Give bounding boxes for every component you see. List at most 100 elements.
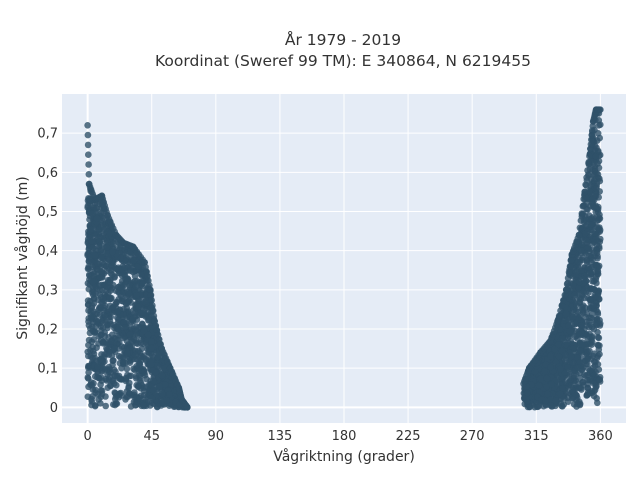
data-point	[579, 341, 587, 349]
data-point	[112, 265, 119, 272]
y-axis-title: Signifikant våghöjd (m)	[14, 176, 31, 339]
data-point	[134, 340, 141, 348]
data-point	[124, 350, 131, 357]
data-point	[130, 257, 137, 264]
data-point	[595, 203, 602, 211]
data-point	[588, 314, 595, 322]
data-point	[572, 320, 579, 328]
x-tick-label: 180	[332, 429, 357, 444]
data-point	[547, 353, 554, 360]
data-point	[96, 274, 104, 282]
data-point	[94, 374, 101, 381]
data-point	[93, 215, 101, 222]
data-point	[93, 205, 100, 212]
data-point	[156, 383, 163, 390]
data-point	[85, 369, 92, 376]
data-point	[114, 308, 121, 315]
x-axis-title: Vågriktning (grader)	[273, 448, 415, 465]
x-tick-label: 315	[524, 429, 549, 444]
data-point	[579, 203, 587, 210]
data-point	[558, 302, 566, 309]
data-point	[547, 363, 554, 371]
data-point	[565, 322, 572, 330]
data-point	[584, 167, 591, 174]
data-point	[141, 371, 149, 379]
data-point	[581, 230, 589, 238]
data-point	[594, 308, 601, 316]
data-point	[523, 398, 531, 405]
data-point	[574, 258, 582, 266]
series-1	[84, 122, 191, 411]
data-point	[106, 317, 114, 325]
data-point	[124, 299, 131, 306]
data-point	[566, 327, 574, 335]
data-point	[87, 325, 94, 332]
data-point	[117, 375, 124, 383]
data-point	[130, 365, 137, 373]
data-point	[115, 295, 122, 303]
data-point	[559, 335, 566, 342]
data-point	[144, 331, 152, 339]
data-point	[118, 284, 126, 292]
data-point	[584, 391, 591, 399]
data-point	[148, 394, 156, 402]
data-point	[585, 159, 592, 167]
data-point	[575, 231, 583, 239]
data-point	[582, 181, 589, 188]
data-point	[570, 282, 577, 289]
data-point	[584, 380, 592, 388]
data-point	[101, 332, 109, 340]
y-tick-label: 0,5	[37, 205, 58, 220]
data-point	[562, 341, 570, 349]
data-point	[132, 283, 140, 291]
data-point	[535, 382, 543, 389]
data-point	[130, 335, 138, 343]
data-point	[110, 240, 117, 247]
data-point	[98, 254, 105, 261]
data-point	[537, 375, 545, 382]
data-point	[149, 386, 157, 394]
data-point	[597, 106, 604, 113]
data-point	[578, 322, 585, 329]
data-point	[99, 214, 106, 222]
data-point	[580, 195, 587, 203]
data-point	[126, 331, 134, 339]
data-point	[565, 268, 573, 276]
data-point	[556, 390, 564, 398]
data-point	[585, 263, 592, 271]
data-point	[588, 324, 596, 331]
data-point	[594, 361, 602, 368]
chart-subtitle: Koordinat (Sweref 99 TM): E 340864, N 62…	[155, 52, 531, 70]
data-point	[131, 277, 139, 285]
data-point	[90, 289, 97, 296]
data-point	[152, 369, 160, 376]
data-point	[524, 389, 531, 397]
data-point	[100, 353, 108, 361]
data-points	[84, 106, 604, 411]
data-point	[97, 241, 105, 249]
x-tick-label: 90	[208, 429, 225, 444]
data-point	[590, 177, 598, 185]
data-point	[85, 171, 93, 178]
data-point	[562, 286, 570, 294]
data-point	[590, 392, 598, 400]
data-point	[559, 385, 566, 392]
data-point	[596, 175, 603, 182]
data-point	[579, 379, 586, 386]
y-tick-label: 0,7	[37, 127, 58, 142]
data-point	[99, 299, 106, 307]
data-point	[125, 290, 132, 298]
data-point	[576, 358, 584, 366]
data-point	[103, 244, 111, 251]
y-tick-label: 0,4	[37, 244, 58, 259]
data-point	[574, 308, 582, 316]
data-point	[595, 334, 603, 342]
data-point	[104, 258, 112, 265]
data-point	[84, 141, 92, 149]
data-point	[552, 397, 559, 404]
data-point	[590, 172, 598, 179]
data-point	[135, 303, 142, 311]
data-point	[84, 202, 92, 210]
data-point	[120, 319, 128, 326]
